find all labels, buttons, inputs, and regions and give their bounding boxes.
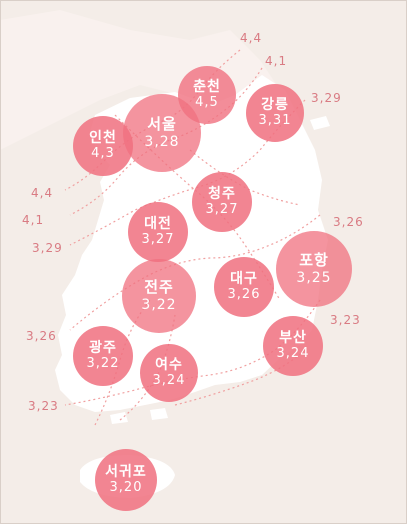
isoline-label: 4,1: [22, 213, 45, 227]
city-bubble-pohang[interactable]: 포항 3,25: [276, 231, 352, 307]
isoline-label: 4,1: [265, 54, 288, 68]
city-date: 4,3: [91, 145, 115, 161]
island: [62, 338, 72, 350]
city-date: 3,24: [276, 345, 310, 361]
city-bubble-cheongju[interactable]: 청주 3,27: [192, 172, 252, 232]
isoline-label: 3,29: [32, 241, 63, 255]
isoline-coast-3: [94, 299, 151, 426]
city-date: 3,20: [109, 479, 143, 495]
city-name: 대전: [144, 216, 172, 233]
city-date: 4,5: [195, 94, 219, 110]
city-bubble-seogwipo[interactable]: 서귀포 3,20: [95, 449, 157, 511]
island: [110, 412, 128, 424]
isoline-inner-2: [189, 149, 301, 206]
city-date: 3,26: [227, 286, 261, 302]
island: [95, 228, 108, 240]
city-bubble-daegu[interactable]: 대구 3,26: [214, 257, 274, 317]
isoline-3-29: [69, 99, 306, 246]
isoline-label: 4,4: [31, 186, 54, 200]
city-bubble-busan[interactable]: 부산 3,24: [263, 316, 323, 376]
north-landmass: [0, 10, 280, 150]
city-bubble-jeonju[interactable]: 전주 3,22: [122, 259, 196, 333]
city-date: 3,31: [258, 112, 292, 128]
island: [150, 408, 168, 420]
city-name: 부산: [279, 330, 307, 347]
city-date: 3,27: [205, 201, 239, 217]
city-date: 3,28: [144, 133, 180, 150]
city-bubble-incheon[interactable]: 인천 4,3: [73, 116, 133, 176]
city-name: 대구: [230, 271, 258, 288]
city-date: 3,22: [86, 355, 120, 371]
city-date: 3,25: [296, 269, 332, 286]
city-name: 인천: [89, 130, 117, 147]
city-name: 광주: [89, 340, 117, 357]
isoline-label: 3,26: [333, 215, 364, 229]
city-name: 포항: [299, 251, 329, 270]
city-name: 청주: [208, 186, 236, 203]
city-bubble-gangneung[interactable]: 강릉 3,31: [246, 84, 304, 142]
city-name: 서울: [147, 115, 177, 134]
city-name: 춘천: [193, 79, 221, 96]
isoline-label: 3,23: [28, 399, 59, 413]
city-date: 3,27: [141, 231, 175, 247]
ulleung-island: [310, 116, 330, 130]
city-name: 여수: [155, 357, 183, 374]
isoline-label: 3,29: [311, 91, 342, 105]
isoline-label: 4,4: [240, 31, 263, 45]
isoline-3-26: [69, 214, 321, 331]
city-bubble-daejeon[interactable]: 대전 3,27: [128, 202, 188, 262]
city-date: 3,22: [141, 296, 177, 313]
city-bubble-gwangju[interactable]: 광주 3,22: [73, 326, 133, 386]
isoline-label: 3,23: [330, 313, 361, 327]
city-date: 3,24: [152, 372, 186, 388]
city-bubble-chuncheon[interactable]: 춘천 4,5: [178, 66, 236, 124]
city-name: 전주: [144, 278, 174, 297]
city-name: 서귀포: [105, 464, 147, 481]
isoline-label: 3,26: [26, 329, 57, 343]
city-name: 강릉: [261, 97, 289, 114]
city-bubble-yeosu[interactable]: 여수 3,24: [140, 344, 198, 402]
